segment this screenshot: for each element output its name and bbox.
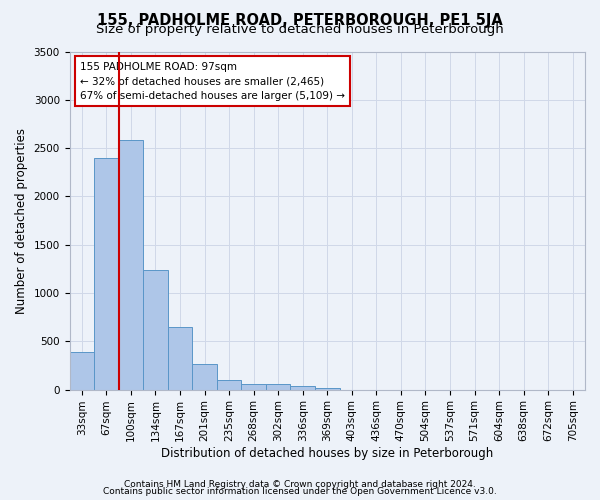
Bar [94, 158, 119, 390]
Bar [290, 386, 315, 390]
Bar [217, 380, 241, 390]
X-axis label: Distribution of detached houses by size in Peterborough: Distribution of detached houses by size … [161, 447, 493, 460]
Bar [315, 388, 340, 390]
Text: Contains public sector information licensed under the Open Government Licence v3: Contains public sector information licen… [103, 487, 497, 496]
Text: Contains HM Land Registry data © Crown copyright and database right 2024.: Contains HM Land Registry data © Crown c… [124, 480, 476, 489]
Y-axis label: Number of detached properties: Number of detached properties [15, 128, 28, 314]
Bar [241, 384, 266, 390]
Bar [143, 270, 168, 390]
Text: 155 PADHOLME ROAD: 97sqm
← 32% of detached houses are smaller (2,465)
67% of sem: 155 PADHOLME ROAD: 97sqm ← 32% of detach… [80, 62, 345, 101]
Bar [70, 352, 94, 390]
Bar [266, 384, 290, 390]
Bar [119, 140, 143, 390]
Bar [192, 364, 217, 390]
Bar [168, 327, 192, 390]
Text: 155, PADHOLME ROAD, PETERBOROUGH, PE1 5JA: 155, PADHOLME ROAD, PETERBOROUGH, PE1 5J… [97, 12, 503, 28]
Text: Size of property relative to detached houses in Peterborough: Size of property relative to detached ho… [96, 22, 504, 36]
